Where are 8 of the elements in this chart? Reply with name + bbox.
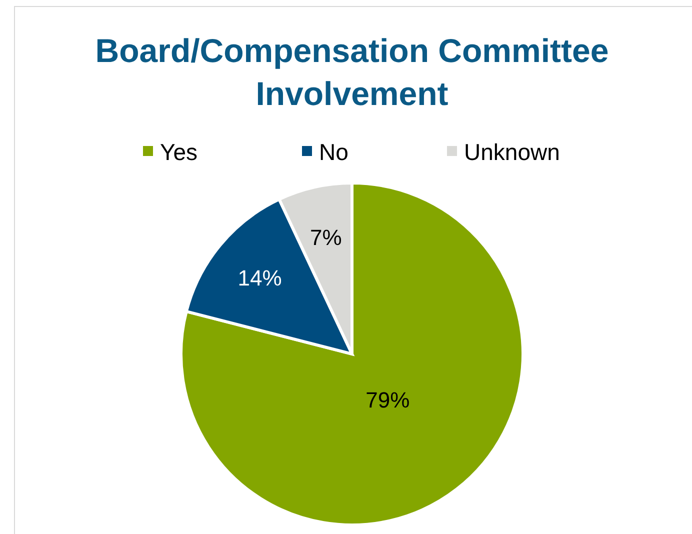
pie-slice [180,182,524,526]
legend-label: No [319,139,348,165]
legend-label: Unknown [464,139,560,165]
data-label: 7% [310,224,342,250]
data-label: 14% [238,265,282,290]
legend-label: Yes [160,139,198,165]
chart-title: Board/Compensation Committee Involvement [95,32,609,112]
data-label: 79% [366,388,410,413]
